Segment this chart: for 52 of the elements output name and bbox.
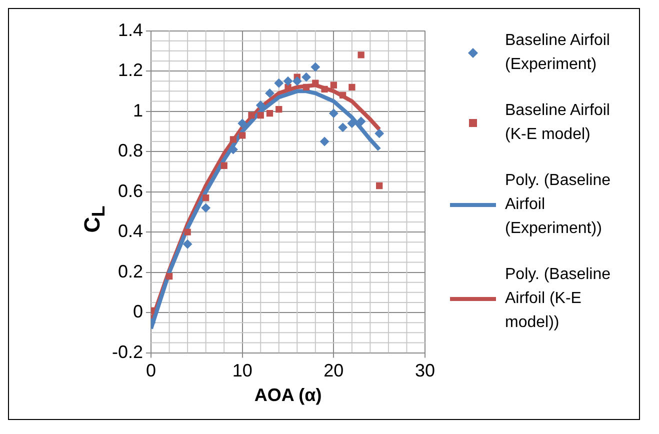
point — [239, 132, 246, 139]
y-tick-label: 1 — [133, 100, 144, 120]
point — [276, 106, 282, 113]
point — [220, 162, 228, 169]
point — [302, 84, 310, 90]
point — [238, 118, 247, 128]
point — [202, 194, 210, 202]
point — [248, 112, 255, 119]
x-tick-label: 30 — [414, 360, 436, 381]
y-tick-label: -0.2 — [112, 342, 144, 362]
legend-label: Baseline Airfoil (K-E model) — [505, 101, 611, 145]
y-tick-label: 0.4 — [118, 221, 144, 242]
point — [201, 203, 210, 212]
point — [256, 100, 266, 110]
point — [330, 82, 337, 88]
point — [347, 118, 356, 128]
point — [348, 84, 356, 90]
point — [339, 92, 346, 99]
point — [230, 136, 237, 143]
point — [292, 76, 302, 86]
x-tick-label: 0 — [146, 360, 156, 381]
point — [376, 182, 383, 190]
point — [358, 52, 364, 58]
point — [310, 62, 320, 72]
point — [302, 72, 311, 82]
y-tick-label: 0.8 — [118, 140, 144, 161]
point — [329, 108, 338, 118]
point — [257, 112, 264, 119]
point — [265, 88, 274, 98]
point — [166, 272, 173, 280]
y-tick-label: 0.6 — [118, 180, 144, 201]
y-tick-label: 0.2 — [118, 261, 144, 282]
point — [338, 122, 348, 132]
y-tick-label: 1.4 — [118, 20, 144, 40]
legend-label: Baseline Airfoil (Experiment) — [505, 31, 611, 75]
point — [266, 110, 274, 117]
point — [320, 136, 330, 146]
legend-label: Poly. (Baseline Airfoil (Experiment)) — [505, 171, 612, 239]
point — [284, 84, 292, 90]
y-tick-label: 1.2 — [118, 60, 144, 80]
point — [321, 86, 328, 92]
point — [356, 116, 366, 126]
x-tick-label: 10 — [232, 360, 252, 381]
x-tick-label: 20 — [324, 360, 344, 381]
point — [183, 240, 192, 249]
point — [184, 228, 191, 236]
point — [274, 78, 284, 88]
x-axis-title: AOA (α) — [254, 385, 322, 406]
point — [374, 128, 384, 138]
legend-label: Poly. (Baseline Airfoil (K-E model)) — [505, 265, 612, 333]
y-tick-label: 0 — [133, 302, 144, 322]
point — [284, 76, 293, 86]
